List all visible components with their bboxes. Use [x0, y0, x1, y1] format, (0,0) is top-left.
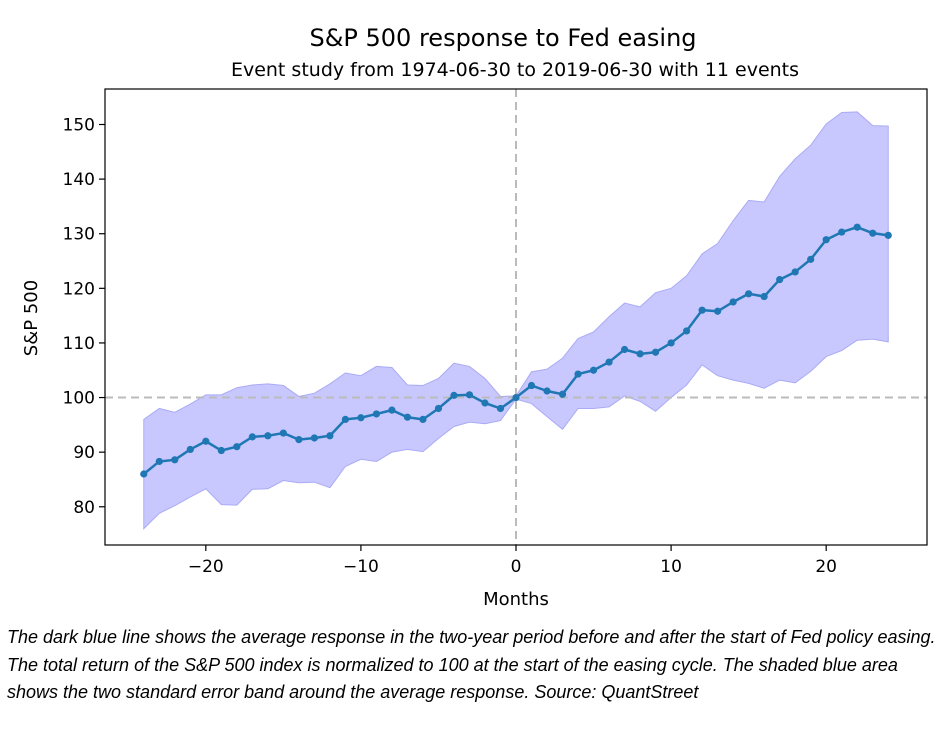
data-point	[279, 429, 287, 437]
data-point	[574, 370, 582, 378]
y-tick-label: 80	[73, 498, 95, 518]
data-point	[698, 306, 706, 314]
x-axis-label: Months	[483, 589, 549, 610]
y-tick-label: 90	[73, 443, 95, 463]
y-tick-label: 120	[63, 279, 95, 299]
data-point	[186, 445, 194, 454]
x-tick-label: 0	[511, 557, 522, 577]
x-tick-label: 10	[660, 557, 682, 577]
data-point	[651, 348, 660, 356]
data-point	[543, 387, 551, 395]
chart-subtitle: Event study from 1974-06-30 to 2019-06-3…	[231, 59, 799, 81]
chart-container: S&P 500 response to Fed easing Event stu…	[21, 24, 928, 610]
x-tick-label: −20	[188, 557, 224, 577]
data-point	[869, 229, 877, 237]
data-point	[558, 390, 567, 398]
data-point	[838, 228, 846, 236]
data-point	[512, 393, 520, 402]
data-point	[884, 231, 892, 239]
event-study-chart: S&P 500 response to Fed easing Event stu…	[21, 24, 928, 610]
data-point	[745, 290, 753, 298]
data-point	[155, 457, 163, 466]
data-point	[140, 470, 148, 478]
y-tick-label: 100	[63, 389, 95, 409]
data-point	[496, 404, 505, 413]
data-point	[372, 410, 381, 418]
data-point	[791, 268, 799, 276]
y-tick-label: 150	[63, 115, 95, 135]
data-point	[683, 327, 691, 335]
y-tick-label: 130	[63, 225, 95, 245]
data-point	[465, 391, 474, 399]
data-point	[295, 436, 303, 444]
data-point	[853, 223, 861, 231]
data-point	[419, 415, 427, 423]
data-point	[620, 345, 629, 354]
data-point	[248, 433, 256, 441]
data-point	[310, 434, 318, 442]
data-point	[760, 292, 768, 301]
data-point	[481, 399, 489, 407]
x-tick-label: 20	[815, 557, 837, 577]
data-point	[403, 413, 412, 421]
data-point	[450, 391, 458, 399]
data-point	[807, 255, 815, 263]
figure-caption: The dark blue line shows the average res…	[7, 627, 936, 702]
data-point	[388, 406, 396, 414]
data-point	[217, 446, 225, 455]
y-axis-label: S&P 500	[21, 280, 42, 356]
data-point	[527, 381, 536, 390]
data-point	[667, 339, 675, 347]
data-point	[434, 404, 443, 413]
chart-title: S&P 500 response to Fed easing	[309, 24, 696, 52]
y-tick-label: 140	[63, 170, 95, 190]
data-point	[822, 236, 830, 244]
data-point	[171, 456, 179, 464]
standard-error-band	[143, 111, 889, 530]
data-point	[341, 415, 349, 423]
data-point	[636, 350, 644, 358]
data-point	[589, 366, 598, 374]
data-point	[233, 443, 241, 451]
data-point	[326, 432, 334, 440]
data-point	[357, 414, 365, 422]
data-point	[605, 358, 613, 366]
x-tick-label: −10	[343, 557, 379, 577]
data-point	[776, 275, 784, 284]
y-tick-label: 110	[63, 334, 95, 354]
data-point	[714, 307, 722, 315]
data-point	[264, 432, 272, 440]
data-point	[729, 298, 737, 306]
data-point	[202, 437, 210, 445]
